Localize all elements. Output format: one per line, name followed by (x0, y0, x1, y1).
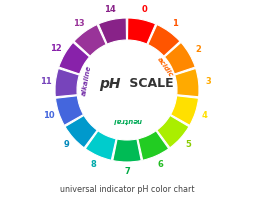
Text: 1: 1 (172, 19, 178, 28)
Text: universal indicator pH color chart: universal indicator pH color chart (59, 185, 194, 193)
Text: SCALE: SCALE (124, 77, 173, 90)
Wedge shape (170, 96, 198, 125)
Text: 0: 0 (141, 5, 146, 14)
Wedge shape (147, 25, 179, 56)
Text: 5: 5 (184, 140, 190, 149)
Text: alkaline: alkaline (81, 64, 92, 96)
Wedge shape (58, 42, 89, 74)
Wedge shape (112, 139, 141, 162)
Text: 4: 4 (201, 111, 207, 120)
Text: acidic: acidic (155, 56, 173, 78)
Text: 14: 14 (104, 5, 115, 14)
Text: 12: 12 (50, 45, 62, 53)
Text: 11: 11 (39, 77, 51, 86)
Wedge shape (164, 42, 195, 74)
Text: 9: 9 (63, 140, 69, 149)
Text: 7: 7 (124, 168, 129, 176)
Wedge shape (65, 115, 97, 148)
Text: 6: 6 (157, 160, 163, 169)
Text: neutral: neutral (112, 117, 141, 123)
Text: pH: pH (99, 77, 121, 91)
Text: 10: 10 (43, 111, 55, 120)
Wedge shape (127, 18, 155, 44)
Wedge shape (74, 25, 106, 56)
Wedge shape (85, 131, 116, 160)
Text: 8: 8 (90, 160, 96, 169)
Wedge shape (55, 96, 83, 125)
Text: 2: 2 (194, 45, 200, 53)
Text: 3: 3 (205, 77, 211, 86)
Wedge shape (98, 18, 126, 44)
Wedge shape (174, 69, 198, 97)
Text: 13: 13 (73, 19, 84, 28)
Wedge shape (137, 131, 168, 160)
Wedge shape (55, 69, 79, 97)
Wedge shape (156, 115, 188, 148)
